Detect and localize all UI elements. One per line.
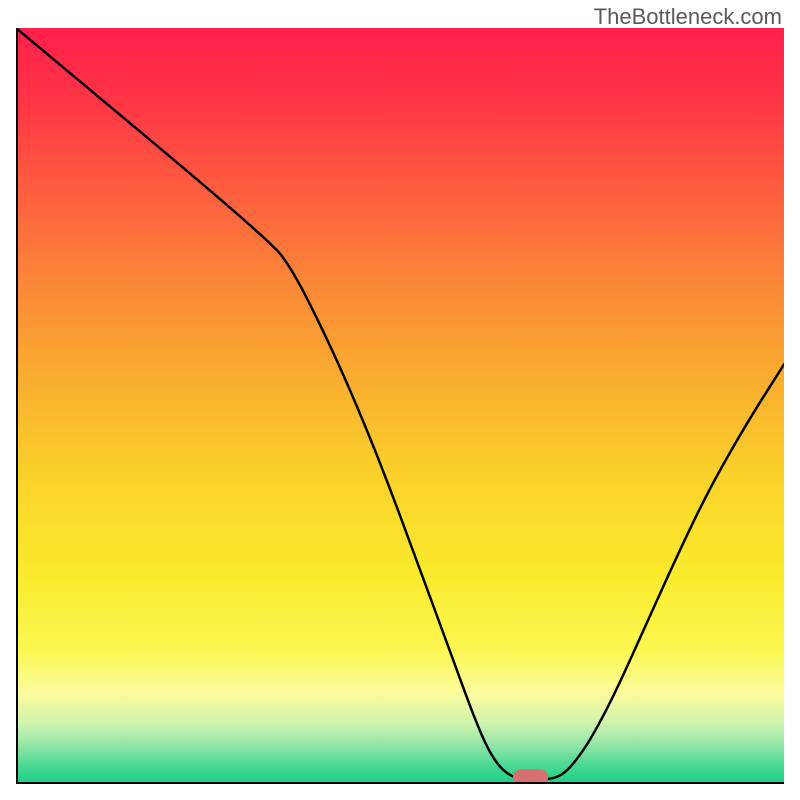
axis-frame [16,28,784,784]
bottleneck-chart: TheBottleneck.com [0,0,800,800]
watermark-text: TheBottleneck.com [594,4,782,30]
